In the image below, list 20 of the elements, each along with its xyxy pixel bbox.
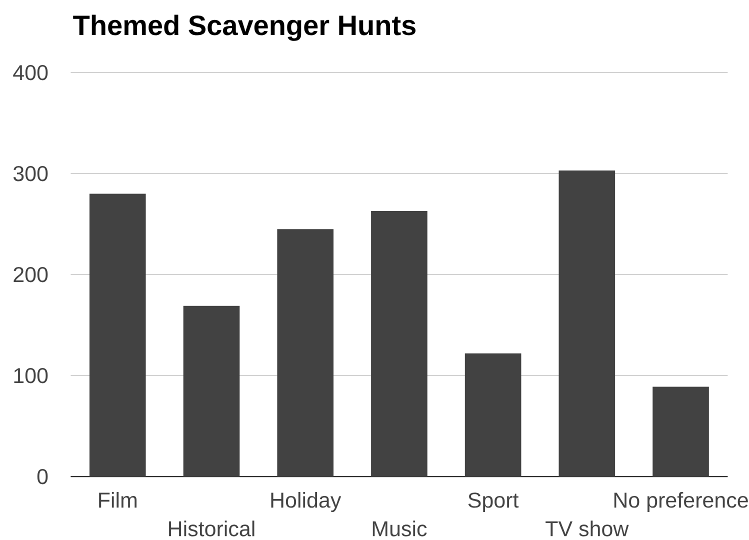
bar (652, 386, 709, 477)
x-tick-label: Music (372, 520, 427, 536)
x-tick-label: No preference (614, 492, 748, 512)
bar (89, 194, 146, 477)
x-tick-label: Sport (468, 492, 519, 512)
bar (558, 170, 616, 477)
x-tick-label: Film (99, 492, 137, 508)
x-tick-label: Holiday (271, 492, 342, 512)
y-tick-label: 0 (37, 468, 48, 484)
y-tick-label: 200 (14, 266, 48, 282)
bar (277, 229, 334, 477)
bar (183, 306, 240, 477)
y-tick-label: 400 (13, 64, 48, 80)
x-tick-label: TV show (546, 520, 629, 536)
x-tick-label: Historical (169, 520, 254, 536)
y-tick-label: 300 (13, 166, 48, 182)
chart-title: Themed Scavenger Hunts (73, 14, 416, 41)
y-tick-label: 100 (14, 368, 48, 384)
bar (464, 353, 522, 477)
bar (371, 210, 428, 477)
